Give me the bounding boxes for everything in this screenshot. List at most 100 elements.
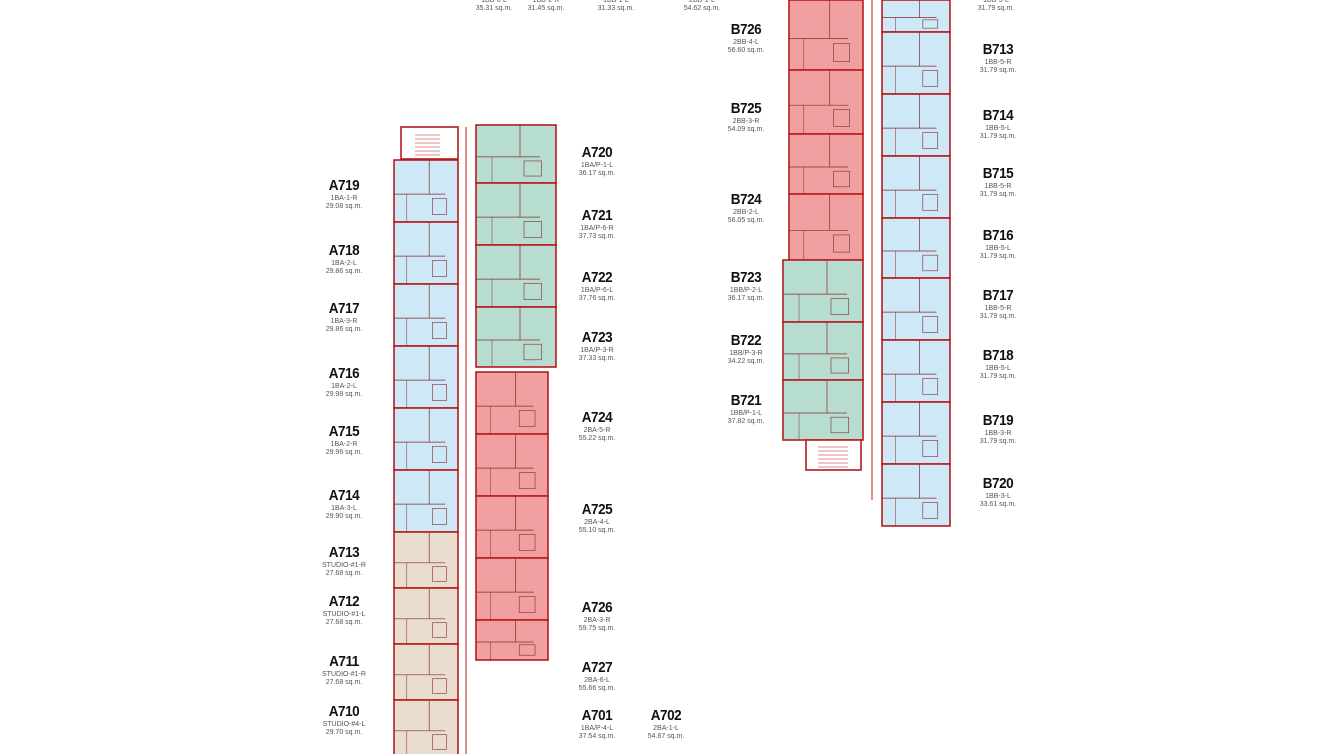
building-a-left-room <box>393 407 459 471</box>
unit-number: B714 <box>982 107 1014 124</box>
bathroom <box>518 596 536 613</box>
bathroom <box>830 357 849 374</box>
unit-type: 1BA/P-6-L <box>580 287 614 294</box>
bathroom <box>518 534 536 551</box>
building-a-left-room <box>393 345 459 409</box>
unit-label: 1BB-6-L 35.31 sq.m. <box>454 0 534 12</box>
unit-area: 31.79 sq.m. <box>979 253 1017 260</box>
unit-type: 1BA/P-1-L <box>580 162 614 169</box>
unit-type: 1BB/P-2-L <box>729 287 763 294</box>
unit-number: A712 <box>328 593 360 610</box>
unit-area: 29.90 sq.m. <box>325 513 363 520</box>
unit-number: A722 <box>581 269 613 286</box>
bathroom <box>518 410 536 427</box>
bathroom <box>432 734 447 750</box>
unit-area: 55.66 sq.m. <box>578 685 616 692</box>
unit-area: 56.05 sq.m. <box>727 217 765 224</box>
unit-number: A701 <box>581 707 613 724</box>
unit-label: A723 1BA/P-3-R 37.33 sq.m. <box>557 330 637 362</box>
unit-area: 31.33 sq.m. <box>597 5 635 12</box>
unit-type: 1BA/P-3-R <box>580 347 614 354</box>
unit-type: 1BA-3-L <box>331 505 357 512</box>
building-b-left-room <box>788 0 864 71</box>
bathroom <box>833 109 850 127</box>
unit-label: 2BB-1-L 54.62 sq.m. <box>662 0 742 12</box>
unit-type: 2BB-2-L <box>733 209 759 216</box>
unit-area: 37.82 sq.m. <box>727 418 765 425</box>
bathroom <box>922 378 939 395</box>
unit-label: A713 STUDIO-#1-R 27.68 sq.m. <box>304 545 384 577</box>
unit-area: 54.62 sq.m. <box>683 5 721 12</box>
unit-label: B718 1BB-5-L 31.79 sq.m. <box>958 348 1038 380</box>
unit-type: 1BB-5-R <box>984 59 1012 66</box>
unit-label: A701 1BA/P-4-L 37.54 sq.m. <box>557 708 637 740</box>
unit-area: 36.17 sq.m. <box>727 295 765 302</box>
building-b-left-room <box>788 69 864 135</box>
bathroom <box>833 234 850 253</box>
unit-number: B721 <box>730 392 762 409</box>
bathroom <box>432 384 447 401</box>
unit-label: B722 1BB/P-3-R 34.22 sq.m. <box>706 333 786 365</box>
unit-area: 31.79 sq.m. <box>979 313 1017 320</box>
unit-number: A723 <box>581 329 613 346</box>
unit-type: 2BA-3-R <box>583 617 611 624</box>
bathroom <box>432 198 447 215</box>
building-b-left-room <box>788 133 864 195</box>
unit-type: STUDIO-#4-L <box>322 721 366 728</box>
unit-number: A721 <box>581 207 613 224</box>
bathroom <box>830 298 849 315</box>
unit-number: B724 <box>730 191 762 208</box>
unit-number: B715 <box>982 165 1014 182</box>
building-b-left-room <box>788 193 864 261</box>
unit-type: 1BA-2-L <box>331 260 357 267</box>
unit-number: B716 <box>982 227 1014 244</box>
bathroom <box>518 644 536 656</box>
unit-type: STUDIO-#1-R <box>322 562 366 569</box>
unit-type: 1BB-2-R <box>532 0 560 4</box>
unit-number: B722 <box>730 332 762 349</box>
unit-area: 33.61 sq.m. <box>979 501 1017 508</box>
unit-number: B723 <box>730 269 762 286</box>
unit-type: 2BB-3-R <box>732 118 760 125</box>
unit-area: 31.79 sq.m. <box>979 67 1017 74</box>
bathroom <box>922 132 939 149</box>
unit-area: 29.86 sq.m. <box>325 268 363 275</box>
bathroom <box>523 160 542 177</box>
building-b-right-room <box>881 401 951 465</box>
building-a-left-room <box>393 469 459 533</box>
unit-area: 31.45 sq.m. <box>527 5 565 12</box>
bathroom <box>922 194 939 211</box>
bathroom <box>833 43 850 62</box>
unit-area: 27.68 sq.m. <box>325 570 363 577</box>
stair-core <box>400 126 459 160</box>
unit-type: 1BA/P-4-L <box>580 725 614 732</box>
unit-area: 27.68 sq.m. <box>325 679 363 686</box>
building-a-right-room <box>475 433 549 497</box>
bathroom <box>523 221 542 238</box>
unit-label: A717 1BA-3-R 29.86 sq.m. <box>304 301 384 333</box>
bathroom <box>432 508 447 525</box>
building-b-left-room <box>782 259 864 323</box>
unit-label: A722 1BA/P-6-L 37.76 sq.m. <box>557 270 637 302</box>
unit-type: 1BB-5-L <box>985 125 1011 132</box>
building-b-right-room <box>881 463 951 527</box>
unit-area: 56.60 sq.m. <box>727 47 765 54</box>
unit-type: 1BB-5-R <box>984 305 1012 312</box>
building-a-left-room <box>393 587 459 645</box>
unit-number: A715 <box>328 423 360 440</box>
unit-area: 54.87 sq.m. <box>647 733 685 740</box>
unit-area: 29.70 sq.m. <box>325 729 363 736</box>
bathroom <box>432 622 447 638</box>
bathroom <box>518 472 536 489</box>
unit-type: 2BA-1-L <box>653 725 679 732</box>
building-b-right-room <box>881 217 951 279</box>
unit-label: A716 1BA-2-L 29.98 sq.m. <box>304 366 384 398</box>
building-b-left-room <box>782 379 864 441</box>
unit-type: 2BB-1-L <box>689 0 715 4</box>
building-a-left-room <box>393 283 459 347</box>
unit-type: 1BB-6-L <box>481 0 507 4</box>
unit-label: A726 2BA-3-R 59.75 sq.m. <box>557 600 637 632</box>
unit-label: B721 1BB/P-1-L 37.82 sq.m. <box>706 393 786 425</box>
unit-number: A716 <box>328 365 360 382</box>
